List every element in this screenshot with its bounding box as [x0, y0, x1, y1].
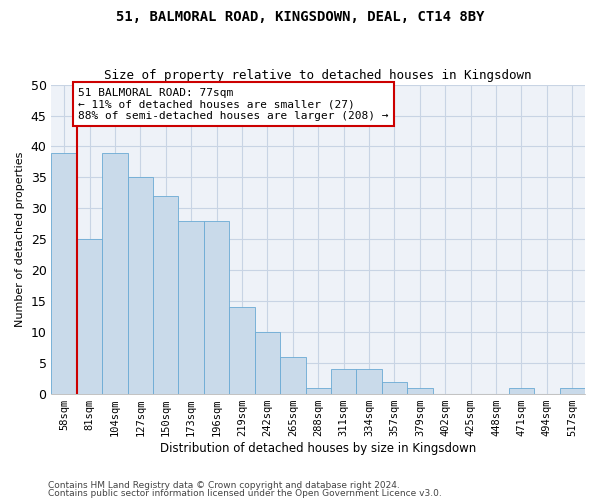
Bar — [102, 152, 128, 394]
Bar — [560, 388, 585, 394]
Bar — [305, 388, 331, 394]
Bar — [407, 388, 433, 394]
Bar — [128, 178, 153, 394]
Bar — [204, 220, 229, 394]
Bar — [153, 196, 178, 394]
Text: 51, BALMORAL ROAD, KINGSDOWN, DEAL, CT14 8BY: 51, BALMORAL ROAD, KINGSDOWN, DEAL, CT14… — [116, 10, 484, 24]
Bar — [331, 370, 356, 394]
Bar — [178, 220, 204, 394]
Title: Size of property relative to detached houses in Kingsdown: Size of property relative to detached ho… — [104, 69, 532, 82]
Bar — [382, 382, 407, 394]
Y-axis label: Number of detached properties: Number of detached properties — [15, 152, 25, 327]
Text: 51 BALMORAL ROAD: 77sqm
← 11% of detached houses are smaller (27)
88% of semi-de: 51 BALMORAL ROAD: 77sqm ← 11% of detache… — [78, 88, 389, 121]
X-axis label: Distribution of detached houses by size in Kingsdown: Distribution of detached houses by size … — [160, 442, 476, 455]
Bar — [77, 240, 102, 394]
Text: Contains HM Land Registry data © Crown copyright and database right 2024.: Contains HM Land Registry data © Crown c… — [48, 480, 400, 490]
Bar — [356, 370, 382, 394]
Bar — [509, 388, 534, 394]
Bar — [229, 308, 254, 394]
Bar — [254, 332, 280, 394]
Bar — [280, 357, 305, 394]
Bar — [52, 152, 77, 394]
Text: Contains public sector information licensed under the Open Government Licence v3: Contains public sector information licen… — [48, 489, 442, 498]
